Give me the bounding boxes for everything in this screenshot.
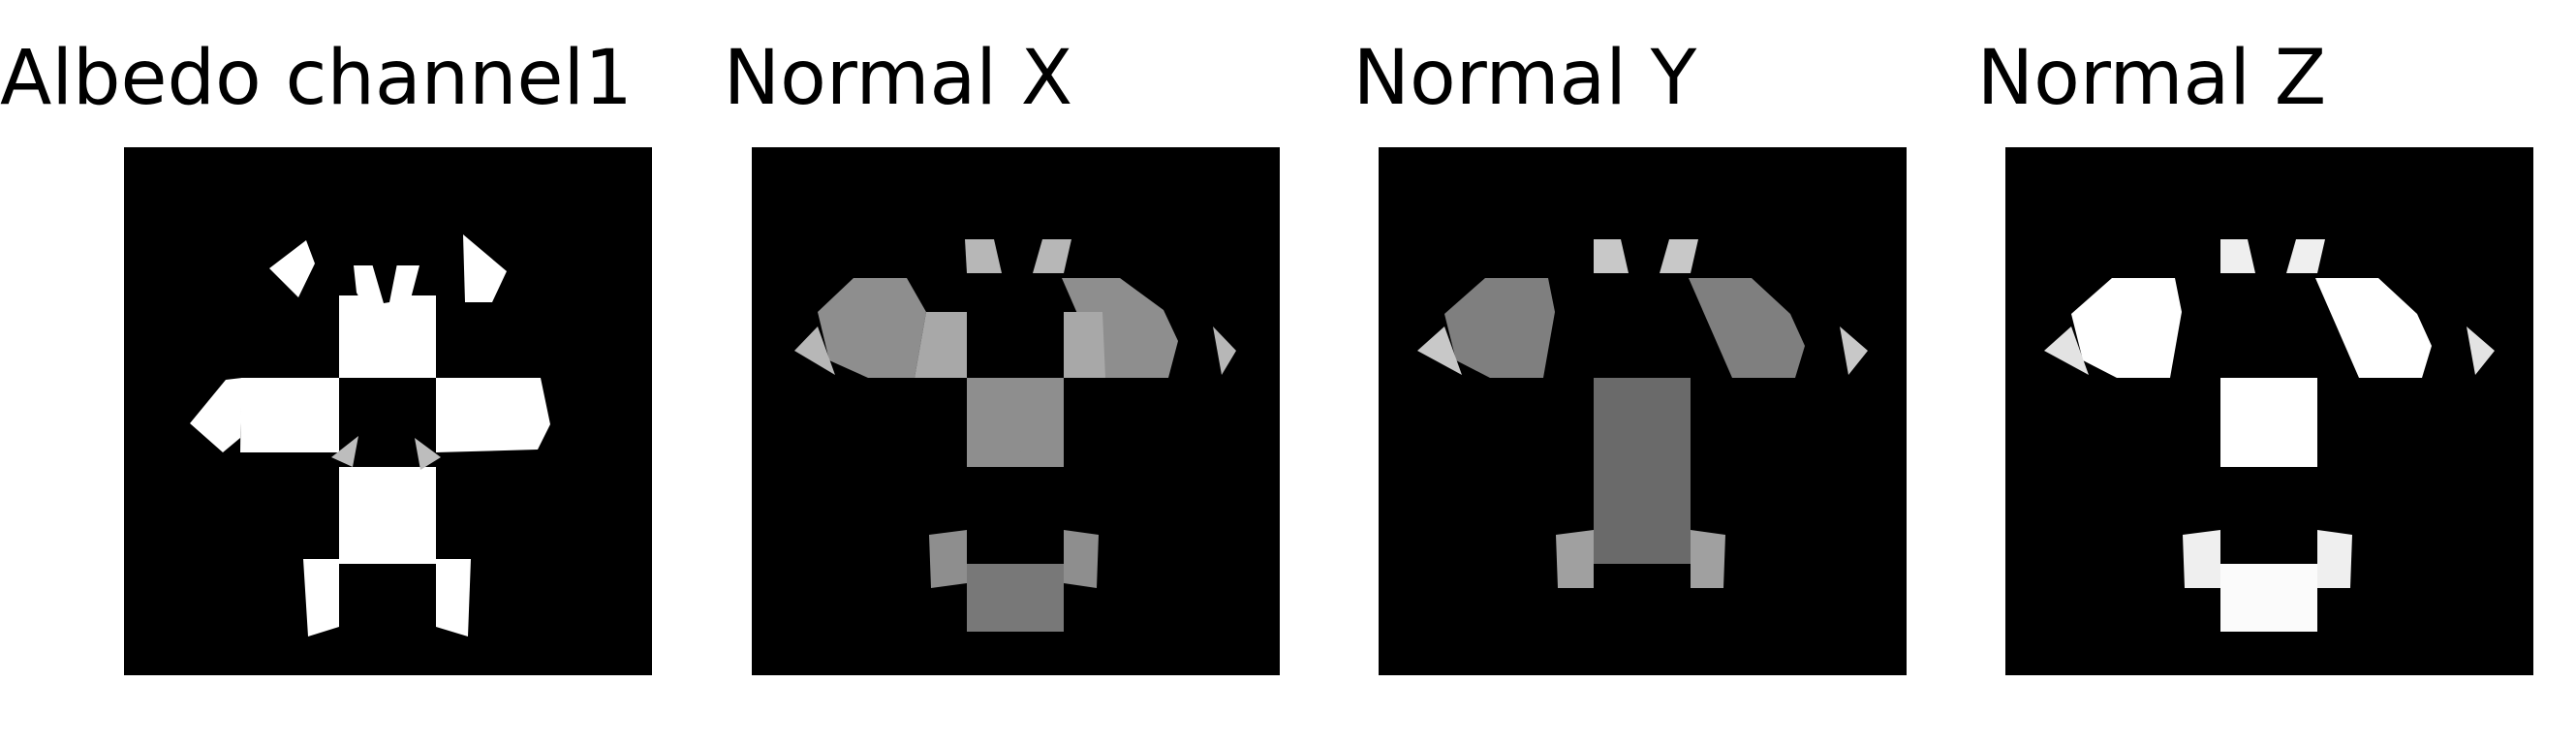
panel-title: Normal X <box>723 35 1073 122</box>
normal-x-image <box>752 147 1280 675</box>
normal-x-svg <box>752 147 1280 675</box>
normal-y-image <box>1379 147 1907 675</box>
panel-normal-x: Normal X <box>627 0 1280 745</box>
panel-title: Albedo channel1 <box>0 35 633 122</box>
normal-z-svg <box>2005 147 2533 675</box>
panel-title: Normal Y <box>1352 35 1697 122</box>
normal-y-svg <box>1379 147 1907 675</box>
albedo-image <box>124 147 652 675</box>
normal-x-mask <box>794 239 1236 632</box>
normal-y-mask <box>1417 239 1868 588</box>
panel-albedo: Albedo channel1 <box>0 0 652 745</box>
panel-title: Normal Z <box>1976 35 2327 122</box>
panel-normal-z: Normal Z <box>1880 0 2533 745</box>
panel-normal-y: Normal Y <box>1254 0 1907 745</box>
normal-z-mask <box>2044 239 2495 632</box>
albedo-mask <box>190 234 550 636</box>
albedo-svg <box>124 147 652 675</box>
normal-z-image <box>2005 147 2533 675</box>
